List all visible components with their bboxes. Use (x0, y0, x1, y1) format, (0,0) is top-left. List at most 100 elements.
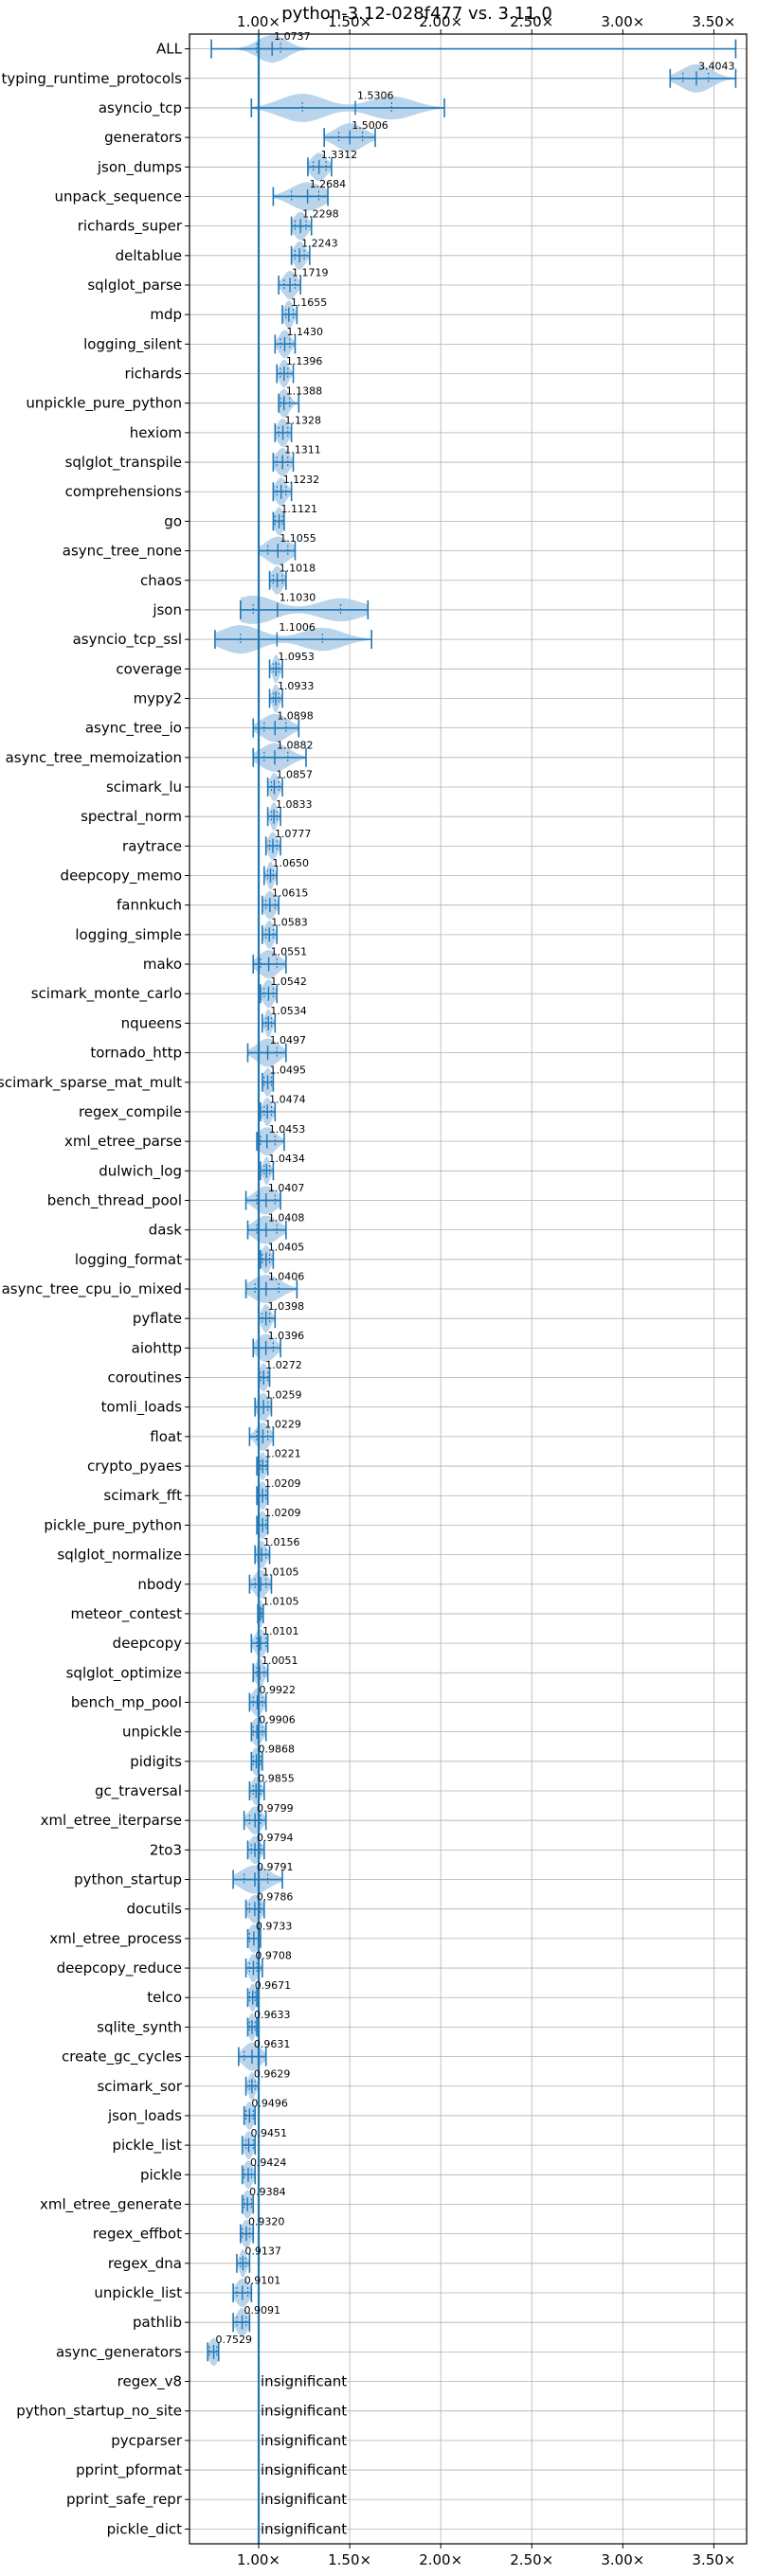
violin-async_generators (207, 2337, 220, 2367)
benchmark-label: unpickle (122, 1724, 182, 1741)
value-label: 1.0497 (270, 1034, 307, 1046)
benchmark-label: logging_format (75, 1251, 182, 1269)
value-label: 1.1121 (281, 503, 318, 515)
benchmark-label: generators (104, 129, 182, 146)
value-label: 1.0105 (262, 1596, 299, 1608)
value-label: 1.0534 (270, 1005, 307, 1017)
insignificant-label: insignificant (261, 2373, 347, 2390)
value-label: 0.9631 (254, 2038, 291, 2050)
violin-chaos (268, 565, 287, 595)
benchmark-label: async_tree_cpu_io_mixed (2, 1280, 182, 1298)
benchmark-label: scimark_sor (97, 2078, 182, 2096)
value-label: 0.9868 (258, 1743, 295, 1755)
value-label: 1.0405 (268, 1241, 305, 1253)
benchmark-label: comprehensions (65, 483, 183, 500)
insignificant-label: insignificant (261, 2520, 347, 2537)
insignificant-label: insignificant (261, 2491, 347, 2508)
benchmark-label: xml_etree_process (49, 1930, 182, 1948)
violin-fannkuch (262, 890, 280, 920)
benchmark-label: create_gc_cycles (62, 2048, 182, 2066)
violin-nbody (248, 1569, 273, 1599)
benchmark-label: scimark_lu (106, 778, 182, 796)
violin-hexiom (274, 418, 293, 447)
value-label: 0.9799 (257, 1802, 294, 1815)
value-label: 1.0542 (270, 975, 307, 988)
x-tick-label-bottom: 1.50× (328, 2551, 371, 2568)
value-label: 0.9733 (256, 1921, 293, 1933)
benchmark-label: async_generators (56, 2343, 182, 2361)
value-label: 0.9137 (244, 2245, 281, 2257)
benchmark-label: crypto_pyaes (87, 1458, 182, 1476)
value-label: 1.0833 (276, 798, 313, 811)
benchmark-label: logging_silent (83, 335, 182, 353)
violin-xml_etree_generate (241, 2190, 255, 2219)
value-label: 0.9101 (244, 2275, 281, 2287)
violin-async_tree_io (252, 713, 300, 742)
value-label: 1.0407 (268, 1182, 305, 1194)
violin-scimark_sparse_mat_mult (262, 1067, 275, 1097)
benchmark-label: dulwich_log (99, 1162, 182, 1180)
benchmark-label: asyncio_tcp_ssl (73, 631, 182, 649)
value-label: 1.0933 (278, 680, 315, 692)
benchmark-label: raytrace (122, 837, 182, 854)
value-label: 1.1018 (280, 562, 316, 574)
benchmark-label: sqlite_synth (97, 2018, 182, 2036)
value-label: 0.9424 (250, 2156, 287, 2169)
violin-sqlglot_parse (278, 271, 302, 299)
value-label: 0.9671 (255, 1979, 292, 1992)
plot-frame (189, 33, 748, 2545)
benchmark-label: xml_etree_generate (40, 2195, 182, 2213)
value-label: 0.7529 (216, 2334, 253, 2346)
violin-regex_compile (260, 1097, 277, 1126)
value-label: 1.0209 (264, 1507, 301, 1519)
benchmark-label: bench_thread_pool (47, 1191, 182, 1209)
violin-regex_effbot (240, 2219, 255, 2248)
value-label: 1.1055 (280, 532, 316, 545)
violin-2to3 (246, 1835, 265, 1865)
violin-comprehensions (272, 477, 293, 507)
x-tick-label-bottom: 1.00× (237, 2551, 280, 2568)
violin-xml_etree_iterparse (243, 1806, 267, 1835)
benchmark-label: regex_compile (79, 1103, 182, 1121)
value-label: 1.0398 (268, 1300, 305, 1313)
benchmark-label: pidigits (130, 1753, 182, 1770)
benchmark-label: pickle_pure_python (44, 1516, 182, 1534)
benchmark-label: chaos (140, 572, 182, 589)
violin-spectral_norm (266, 802, 281, 832)
value-label: 1.0737 (274, 30, 311, 43)
benchmark-label: logging_simple (75, 926, 182, 944)
benchmark-label: nqueens (121, 1014, 182, 1031)
x-tick-label-bottom: 2.00× (419, 2551, 462, 2568)
violin-unpickle_pure_python (278, 388, 300, 418)
benchmark-label: go (164, 512, 182, 529)
violin-coroutines (258, 1363, 271, 1392)
benchmark-label: mypy2 (134, 689, 182, 707)
value-label: 1.0898 (277, 709, 314, 722)
violin-pyflate (258, 1304, 277, 1333)
benchmark-label: async_tree_memoization (6, 749, 182, 767)
violin-scimark_lu (266, 773, 283, 801)
benchmark-label: pathlib (133, 2314, 182, 2331)
violin-dask (246, 1215, 287, 1244)
value-label: 1.5006 (352, 119, 388, 132)
benchmark-label: ALL (156, 41, 183, 58)
violin-raytrace (264, 832, 281, 861)
violin-logging_simple (262, 920, 279, 949)
benchmark-label: gc_traversal (95, 1782, 182, 1800)
value-label: 1.0396 (268, 1330, 305, 1342)
value-label: 1.1311 (284, 444, 321, 456)
benchmark-label: pyflate (133, 1310, 182, 1327)
value-label: 1.0221 (264, 1448, 301, 1460)
benchmark-label: xml_etree_iterparse (41, 1812, 182, 1830)
violin-pathlib (232, 2308, 251, 2337)
benchmark-label: typing_runtime_protocols (1, 70, 182, 88)
insignificant-label: insignificant (261, 2403, 347, 2420)
label-layer: 1.0737 3.4043 1.5306 1.5006 1.3312 1.2684 1.22… (0, 30, 735, 2538)
insignificant-label: insignificant (261, 2461, 347, 2478)
violin-asyncio_tcp (250, 93, 445, 122)
benchmark-label: meteor_contest (70, 1605, 182, 1623)
value-label: 1.0777 (275, 828, 312, 840)
benchmark-label: json (152, 601, 182, 618)
violin-json_loads (243, 2101, 256, 2130)
benchmark-label: spectral_norm (81, 808, 182, 826)
